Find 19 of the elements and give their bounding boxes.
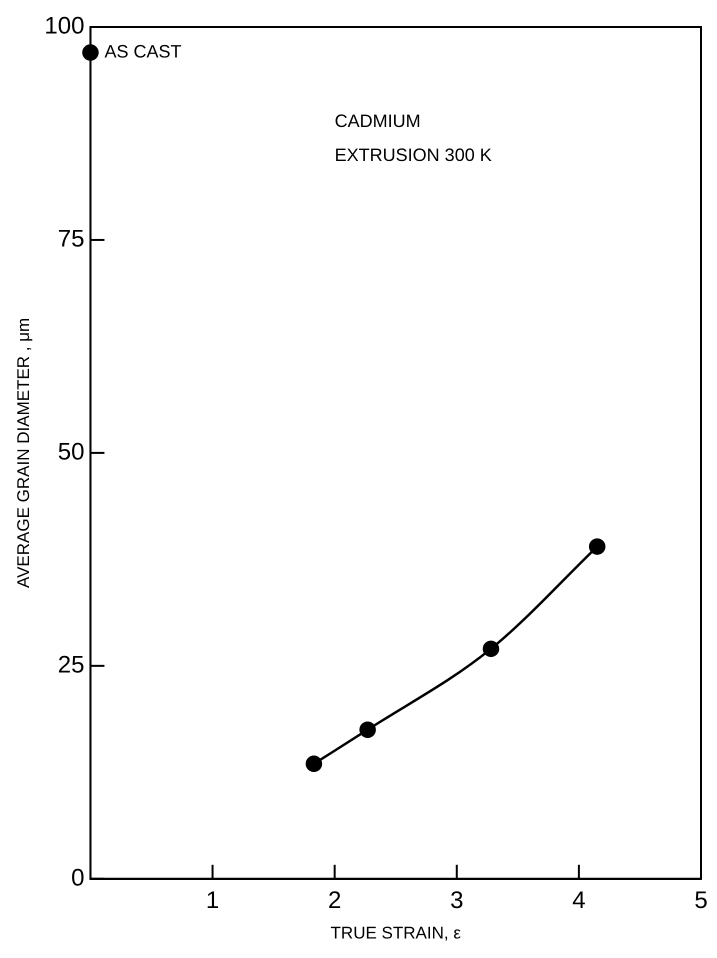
annotation: CADMIUM (334, 110, 421, 131)
x-tick-label: 4 (572, 886, 586, 914)
x-tick-label: 1 (206, 886, 220, 914)
y-tick-label: 75 (58, 226, 84, 253)
y-axis-title: AVERAGE GRAIN DIAMETER , μm (14, 318, 33, 588)
x-tick-label: 3 (450, 886, 464, 914)
point (359, 721, 376, 738)
x-tick-label: 2 (328, 886, 342, 914)
point (482, 640, 500, 658)
y-tick-label: 25 (58, 651, 84, 678)
y-tick-label: 100 (44, 12, 84, 40)
x-tick-label: 5 (694, 886, 708, 914)
point (306, 756, 322, 772)
annotation: EXTRUSION 300 K (334, 144, 492, 165)
point (588, 538, 606, 555)
annotation: AS CAST (104, 42, 182, 62)
y-tick-label: 0 (71, 864, 84, 892)
y-tick-label: 50 (58, 438, 84, 466)
x-axis-title: TRUE STRAIN, ε (330, 923, 462, 942)
